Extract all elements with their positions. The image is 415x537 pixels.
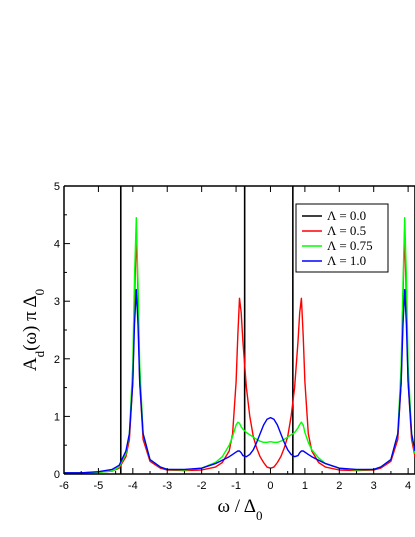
x-tick-label: 4 [405, 480, 411, 492]
y-axis-label-sub-0: 0 [32, 289, 47, 296]
x-tick-label: 3 [371, 480, 377, 492]
legend-label-3: Λ = 1.0 [327, 253, 366, 268]
y-tick-label: 5 [54, 181, 60, 193]
x-axis-label: ω / Δ0 [218, 496, 263, 523]
y-tick-label: 2 [54, 354, 60, 366]
x-tick-label: -4 [128, 480, 138, 492]
y-tick-label: 1 [54, 411, 60, 423]
x-tick-label: -3 [162, 480, 172, 492]
x-tick-label: -2 [197, 480, 207, 492]
series-3-line [64, 289, 415, 474]
legend-label-2: Λ = 0.75 [327, 238, 373, 253]
legend-label-0: Λ = 0.0 [327, 208, 366, 223]
x-tick-label: -1 [231, 480, 241, 492]
x-tick-label: -5 [94, 480, 104, 492]
y-axis-label-mid: (ω) π Δ [20, 295, 41, 350]
legend: Λ = 0.0Λ = 0.5Λ = 0.75Λ = 1.0 [295, 203, 389, 273]
legend-label-1: Λ = 0.5 [327, 223, 366, 238]
y-tick-label: 4 [54, 239, 60, 251]
x-axis-label-main: ω / Δ [218, 496, 256, 517]
y-axis-label: Ad(ω) π Δ0 [20, 289, 47, 371]
x-tick-label: 1 [302, 480, 308, 492]
y-axis-label-sub-d: d [32, 350, 47, 357]
series-layer [64, 186, 415, 474]
y-tick-label: 0 [54, 469, 60, 481]
x-axis-label-sub: 0 [256, 508, 263, 523]
x-tick-label: 2 [336, 480, 342, 492]
y-tick-label: 3 [54, 296, 60, 308]
y-axis-label-a: A [20, 357, 41, 371]
tick-layer: -6 -5 -4 -3 -2 -1 0 1 2 3 4 0 1 2 3 4 5 [54, 181, 411, 492]
x-tick-label: -6 [59, 480, 69, 492]
x-tick-label: 0 [267, 480, 273, 492]
